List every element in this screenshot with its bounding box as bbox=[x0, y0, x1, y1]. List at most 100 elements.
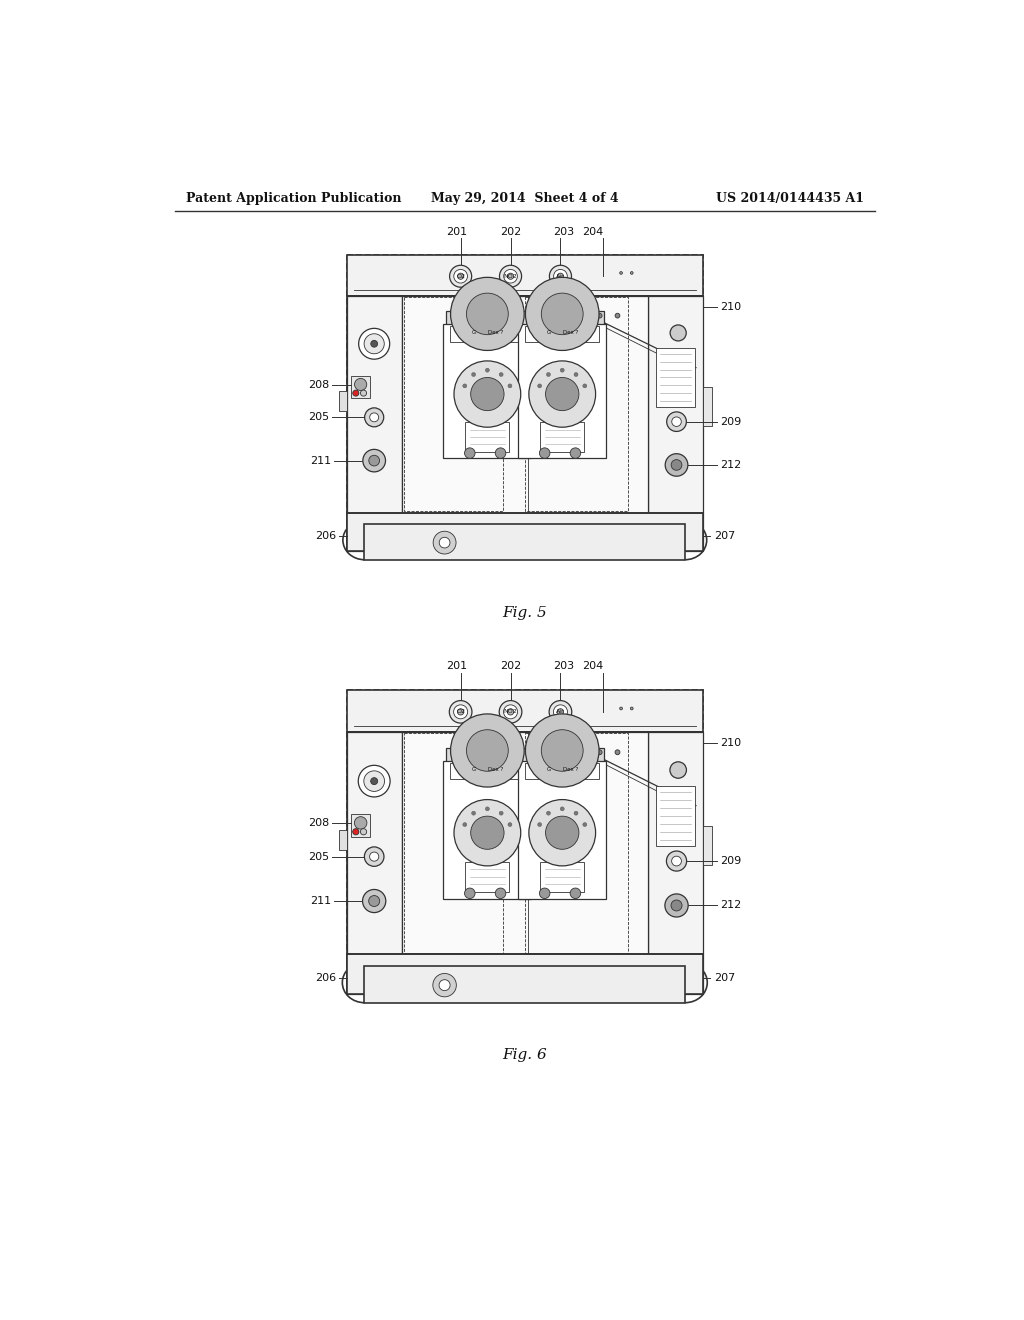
Bar bbox=[346, 255, 703, 296]
Bar bbox=[541, 862, 584, 892]
Circle shape bbox=[620, 708, 623, 710]
Bar bbox=[451, 763, 524, 779]
Circle shape bbox=[670, 325, 686, 341]
Circle shape bbox=[665, 894, 688, 917]
Circle shape bbox=[362, 890, 386, 912]
Circle shape bbox=[525, 714, 599, 787]
Text: 211: 211 bbox=[310, 896, 331, 906]
Circle shape bbox=[667, 851, 687, 871]
Circle shape bbox=[433, 973, 457, 997]
Text: May 29, 2014  Sheet 4 of 4: May 29, 2014 Sheet 4 of 4 bbox=[431, 191, 618, 205]
Circle shape bbox=[620, 272, 623, 275]
Circle shape bbox=[371, 777, 378, 784]
Circle shape bbox=[360, 391, 367, 396]
Circle shape bbox=[362, 449, 385, 471]
Circle shape bbox=[671, 459, 682, 470]
Circle shape bbox=[507, 709, 514, 715]
Text: Dex ?: Dex ? bbox=[563, 767, 579, 772]
Bar bbox=[451, 326, 524, 342]
Text: 210: 210 bbox=[721, 302, 741, 312]
Circle shape bbox=[371, 341, 378, 347]
Circle shape bbox=[500, 265, 521, 288]
Circle shape bbox=[542, 293, 583, 335]
Circle shape bbox=[583, 384, 587, 388]
Circle shape bbox=[570, 888, 581, 899]
Bar bbox=[346, 733, 401, 994]
Circle shape bbox=[508, 822, 512, 826]
Bar bbox=[445, 748, 529, 775]
Circle shape bbox=[463, 822, 467, 826]
Bar bbox=[466, 422, 509, 451]
Bar bbox=[404, 297, 503, 511]
Circle shape bbox=[547, 812, 551, 816]
Circle shape bbox=[560, 368, 564, 372]
Circle shape bbox=[451, 714, 524, 787]
Circle shape bbox=[574, 812, 578, 816]
Circle shape bbox=[557, 273, 563, 280]
Bar bbox=[351, 376, 371, 397]
Text: Dex ?: Dex ? bbox=[563, 330, 579, 334]
Circle shape bbox=[352, 391, 358, 396]
Circle shape bbox=[451, 277, 524, 351]
Circle shape bbox=[540, 888, 550, 899]
Text: G: G bbox=[547, 330, 551, 334]
Text: NO2: NO2 bbox=[504, 273, 517, 279]
Text: 212: 212 bbox=[721, 459, 741, 470]
Text: G: G bbox=[547, 767, 551, 772]
Circle shape bbox=[471, 816, 504, 849]
Circle shape bbox=[458, 709, 464, 715]
Text: 203: 203 bbox=[553, 661, 574, 672]
Circle shape bbox=[499, 812, 503, 816]
Bar bbox=[346, 296, 401, 552]
Circle shape bbox=[369, 455, 380, 466]
Circle shape bbox=[433, 531, 456, 554]
Bar bbox=[518, 762, 606, 899]
Text: 204: 204 bbox=[582, 661, 603, 672]
Circle shape bbox=[352, 829, 359, 834]
Text: 207: 207 bbox=[714, 531, 735, 541]
Bar bbox=[365, 524, 685, 560]
Circle shape bbox=[354, 817, 367, 829]
Circle shape bbox=[538, 822, 542, 826]
Text: G: G bbox=[472, 330, 476, 334]
Bar bbox=[518, 325, 606, 458]
Circle shape bbox=[358, 766, 390, 797]
Circle shape bbox=[365, 334, 384, 354]
Bar bbox=[648, 733, 703, 994]
Bar bbox=[524, 734, 628, 953]
Text: O2: O2 bbox=[456, 709, 465, 714]
Circle shape bbox=[454, 705, 468, 719]
Bar bbox=[445, 312, 529, 338]
Circle shape bbox=[671, 900, 682, 911]
Circle shape bbox=[485, 807, 489, 810]
Circle shape bbox=[615, 313, 620, 318]
Bar bbox=[346, 689, 703, 733]
Circle shape bbox=[574, 372, 578, 376]
Circle shape bbox=[554, 269, 567, 282]
Bar bbox=[401, 296, 648, 552]
Circle shape bbox=[670, 762, 686, 779]
Bar bbox=[703, 387, 712, 426]
Bar bbox=[524, 297, 628, 511]
Text: 202: 202 bbox=[500, 661, 521, 672]
Circle shape bbox=[467, 293, 508, 335]
Text: Air: Air bbox=[556, 709, 565, 714]
Bar bbox=[520, 312, 604, 338]
Circle shape bbox=[546, 816, 579, 849]
Text: O2: O2 bbox=[456, 273, 465, 279]
Text: Patent Application Publication: Patent Application Publication bbox=[186, 191, 401, 205]
Bar bbox=[353, 256, 696, 549]
Text: Fig. 6: Fig. 6 bbox=[503, 1048, 547, 1063]
Bar bbox=[525, 763, 599, 779]
Circle shape bbox=[354, 379, 367, 391]
Circle shape bbox=[450, 701, 472, 723]
Bar bbox=[365, 966, 685, 1003]
Circle shape bbox=[666, 454, 688, 477]
Circle shape bbox=[560, 807, 564, 810]
Circle shape bbox=[496, 447, 506, 458]
Text: Dex ?: Dex ? bbox=[488, 330, 504, 334]
Text: 206: 206 bbox=[314, 973, 336, 983]
Text: 211: 211 bbox=[310, 455, 331, 466]
Circle shape bbox=[667, 412, 686, 432]
Circle shape bbox=[472, 372, 475, 376]
